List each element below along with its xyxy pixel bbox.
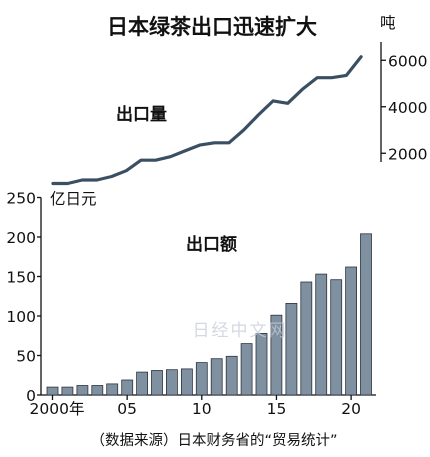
bar [210,358,223,396]
bar [345,266,358,396]
bar-y-tick-label: 250 [6,190,36,208]
bar [76,385,89,396]
bar [195,362,208,396]
bar [121,379,134,396]
bar [61,386,74,396]
line-y-tick-label: 2000 [388,145,427,163]
watermark: 日经中文网 [193,321,288,341]
bar [240,343,253,396]
line-series-label: 出口量 [116,104,167,125]
bar-x-tick-label: 10 [192,400,212,418]
line-unit-label: 吨 [380,14,396,32]
bar [330,279,343,396]
chart-title: 日本绿茶出口迅速扩大 [107,15,317,39]
line-y-tick-label: 4000 [388,99,427,117]
bar [255,332,268,396]
bar [360,233,372,396]
bar-x-tick-label: 05 [117,400,137,418]
bar [165,369,178,396]
bar [315,273,328,396]
bar [285,302,298,396]
bar-y-tick-label: 200 [6,229,36,247]
export-volume-series-line [51,55,363,186]
bar-y-tick-label: 50 [16,348,36,366]
bar [225,355,238,396]
bar-x-tick-label: 2000年 [30,400,85,418]
bar-y-tick-label: 150 [6,269,36,287]
bar-unit-label: 亿日元 [50,190,97,208]
bar [106,383,119,396]
bar [136,371,149,396]
bar-series-label: 出口额 [186,234,237,255]
bar-y-tick-label: 100 [6,308,36,326]
bar-x-tick-label: 15 [267,400,287,418]
export-value-bar-chart: 0 50 100 150 200 250 亿日元 2000年 05 10 15 20 出口额 [6,190,376,418]
bar [151,370,163,396]
bar-x-tick-label: 20 [341,400,361,418]
line-y-tick-label: 6000 [388,52,427,70]
bar-y-tick-label: 0 [26,387,36,405]
bar [46,386,59,396]
bar [91,385,104,396]
bar [180,368,193,396]
source-note: （数据来源）日本财务省的“贸易统计” [90,432,337,449]
bar [300,281,313,396]
